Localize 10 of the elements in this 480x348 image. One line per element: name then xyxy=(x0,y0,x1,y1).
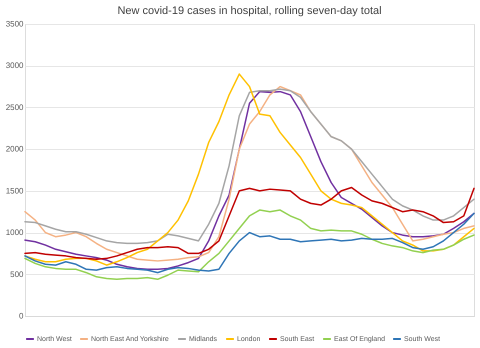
y-tick-label: 2000 xyxy=(6,144,24,154)
y-tick-label: 2500 xyxy=(6,102,24,112)
y-tick-label: 500 xyxy=(10,270,24,279)
y-tick-label: 1000 xyxy=(6,228,24,238)
chart-title: New covid-19 cases in hospital, rolling seven-day total xyxy=(117,5,382,17)
y-tick-label: 3000 xyxy=(6,61,24,70)
line-series xyxy=(24,186,475,260)
y-tick-label: 0 xyxy=(19,312,24,320)
y-tick-label: 3500 xyxy=(6,20,24,28)
y-tick-label: 1500 xyxy=(6,186,24,196)
